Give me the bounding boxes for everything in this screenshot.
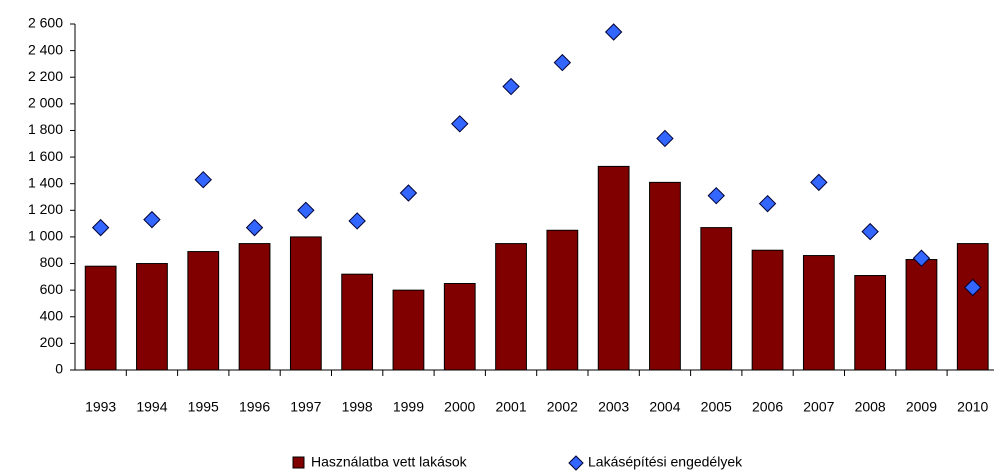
diamond-marker: [553, 53, 572, 72]
bar: [546, 229, 579, 371]
bar: [136, 263, 168, 371]
bar: [956, 243, 989, 371]
legend-label: Használatba vett lakások: [311, 454, 468, 470]
y-tick-label: 1 400: [28, 174, 63, 190]
x-tick-label: 2004: [649, 399, 680, 415]
bar: [341, 273, 374, 371]
y-tick-label: 2 600: [28, 15, 63, 31]
diamond-marker: [502, 77, 520, 96]
diamond-marker: [348, 212, 366, 230]
y-tick-label: 0: [55, 361, 63, 377]
diamond-marker: [912, 249, 931, 267]
bar: [443, 283, 476, 371]
y-tick-label: 2 200: [28, 68, 63, 84]
diamond-marker: [861, 222, 879, 241]
y-tick-label: 400: [40, 307, 64, 323]
x-tick-label: 2007: [803, 399, 834, 415]
x-tick-label: 1999: [393, 399, 424, 415]
y-tick-label: 800: [40, 254, 64, 270]
x-tick-label: 2008: [855, 399, 886, 415]
diamond-marker: [758, 194, 777, 213]
x-tick-label: 1995: [188, 399, 219, 415]
diamond-marker: [245, 218, 264, 237]
legend-swatch: [568, 455, 584, 471]
diamond-marker: [451, 115, 469, 133]
x-tick-label: 1997: [290, 399, 321, 415]
diamond-marker: [399, 184, 418, 202]
bar: [187, 251, 220, 371]
diamond-marker: [91, 218, 110, 237]
legend-label: Lakásépítési engedélyek: [588, 454, 743, 470]
diamond-marker: [297, 201, 315, 220]
x-tick-label: 1998: [342, 399, 373, 415]
x-tick-label: 2005: [701, 399, 732, 415]
bar: [751, 249, 784, 371]
bar: [854, 275, 887, 371]
diamond-marker: [604, 23, 623, 41]
y-tick-label: 1 600: [28, 148, 63, 164]
x-tick-label: 2010: [957, 399, 988, 415]
bar: [495, 243, 527, 371]
x-tick-label: 1996: [239, 399, 270, 415]
x-tick-label: 1994: [136, 399, 167, 415]
bar: [289, 236, 322, 371]
bar: [700, 227, 733, 371]
x-tick-label: 1993: [85, 399, 116, 415]
bar: [802, 255, 835, 371]
bar: [238, 243, 271, 371]
x-tick-label: 2001: [495, 399, 526, 415]
diamond-marker: [810, 173, 828, 192]
bar: [392, 289, 425, 371]
y-tick-label: 1 200: [28, 201, 63, 217]
diamond-marker: [143, 210, 161, 229]
bar: [84, 265, 117, 371]
bar: [649, 181, 681, 371]
y-tick-label: 1 000: [28, 228, 63, 244]
x-tick-label: 2003: [598, 399, 629, 415]
diamond-marker: [194, 170, 212, 189]
y-tick-label: 200: [40, 334, 64, 350]
x-tick-label: 2009: [906, 399, 937, 415]
legend-swatch: [292, 456, 305, 469]
x-tick-label: 2006: [752, 399, 783, 415]
bar: [905, 259, 938, 371]
x-tick-label: 2002: [547, 399, 578, 415]
x-tick-label: 2000: [444, 399, 475, 415]
bar: [597, 165, 630, 371]
y-tick-label: 2 000: [28, 95, 63, 111]
y-tick-label: 600: [40, 281, 64, 297]
y-tick-label: 2 400: [28, 41, 63, 57]
diamond-marker: [707, 186, 725, 205]
y-tick-label: 1 800: [28, 121, 63, 137]
diamond-marker: [656, 129, 674, 148]
diamond-marker: [964, 278, 982, 297]
